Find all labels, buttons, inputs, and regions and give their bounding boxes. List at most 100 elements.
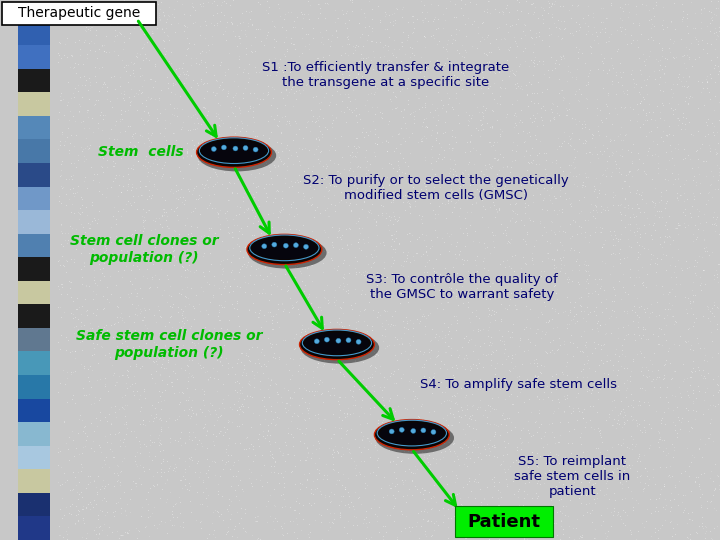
Point bbox=[573, 221, 585, 230]
Point bbox=[313, 122, 325, 131]
Point bbox=[490, 5, 501, 14]
Point bbox=[591, 494, 603, 503]
Point bbox=[403, 61, 415, 70]
Point bbox=[690, 394, 702, 403]
Point bbox=[149, 243, 161, 252]
Point bbox=[588, 494, 600, 503]
Point bbox=[596, 24, 608, 33]
Point bbox=[279, 101, 291, 110]
Point bbox=[510, 66, 522, 75]
Point bbox=[55, 171, 66, 179]
Point bbox=[687, 188, 698, 197]
Point bbox=[600, 172, 612, 180]
Point bbox=[275, 88, 287, 97]
Point bbox=[128, 141, 140, 150]
Point bbox=[432, 210, 444, 219]
Point bbox=[458, 260, 469, 268]
Point bbox=[210, 168, 221, 177]
Point bbox=[660, 336, 672, 345]
Point bbox=[129, 379, 140, 388]
Point bbox=[661, 218, 672, 226]
Point bbox=[574, 266, 585, 275]
Point bbox=[355, 192, 366, 201]
Point bbox=[713, 372, 720, 380]
Point bbox=[526, 448, 538, 456]
Point bbox=[333, 314, 345, 322]
Point bbox=[635, 348, 647, 357]
Point bbox=[252, 312, 264, 321]
Point bbox=[202, 443, 213, 452]
Point bbox=[703, 114, 714, 123]
Point bbox=[675, 77, 687, 85]
Point bbox=[665, 517, 677, 525]
Point bbox=[366, 103, 377, 111]
Point bbox=[553, 142, 564, 151]
Point bbox=[354, 228, 366, 237]
Point bbox=[645, 23, 657, 32]
Point bbox=[152, 524, 163, 532]
Point bbox=[388, 255, 400, 264]
Point bbox=[212, 387, 223, 395]
Point bbox=[298, 414, 310, 423]
Point bbox=[580, 284, 592, 293]
Point bbox=[610, 90, 621, 98]
Point bbox=[643, 420, 654, 428]
Point bbox=[301, 456, 312, 464]
Point bbox=[348, 408, 359, 417]
Point bbox=[524, 324, 536, 333]
Point bbox=[444, 408, 456, 417]
Point bbox=[207, 233, 219, 242]
Point bbox=[672, 256, 683, 265]
Point bbox=[390, 93, 402, 102]
Point bbox=[543, 420, 554, 429]
Point bbox=[169, 90, 181, 99]
Point bbox=[268, 231, 279, 239]
Point bbox=[351, 200, 362, 208]
Point bbox=[153, 145, 165, 153]
Point bbox=[509, 33, 521, 42]
Point bbox=[513, 292, 525, 301]
Point bbox=[72, 516, 84, 525]
Point bbox=[664, 305, 675, 313]
Point bbox=[215, 122, 226, 130]
Point bbox=[714, 115, 720, 124]
Point bbox=[672, 145, 683, 154]
Point bbox=[395, 57, 406, 65]
Point bbox=[211, 367, 222, 376]
Point bbox=[221, 206, 233, 215]
Point bbox=[85, 8, 96, 17]
Point bbox=[61, 397, 73, 406]
Point bbox=[499, 395, 510, 404]
Point bbox=[363, 535, 374, 540]
Point bbox=[661, 310, 672, 319]
Point bbox=[200, 484, 212, 492]
Point bbox=[189, 110, 201, 118]
Point bbox=[53, 285, 65, 294]
Point bbox=[124, 101, 135, 110]
Point bbox=[269, 437, 281, 446]
Point bbox=[261, 193, 272, 202]
Point bbox=[586, 325, 598, 334]
Point bbox=[214, 114, 225, 123]
Point bbox=[570, 75, 582, 84]
Point bbox=[86, 350, 98, 359]
Point bbox=[540, 504, 552, 513]
Point bbox=[639, 324, 651, 333]
Point bbox=[348, 142, 359, 151]
Point bbox=[108, 71, 120, 80]
Point bbox=[521, 489, 533, 498]
Point bbox=[325, 156, 336, 164]
Point bbox=[71, 488, 83, 496]
Point bbox=[423, 373, 435, 382]
Point bbox=[531, 478, 543, 487]
Point bbox=[243, 474, 254, 482]
Point bbox=[380, 286, 392, 294]
Point bbox=[617, 350, 629, 359]
Point bbox=[626, 306, 638, 315]
Point bbox=[152, 355, 163, 363]
Point bbox=[317, 342, 328, 350]
Point bbox=[333, 227, 344, 235]
Point bbox=[525, 79, 536, 88]
Point bbox=[329, 301, 341, 309]
Point bbox=[361, 267, 372, 276]
